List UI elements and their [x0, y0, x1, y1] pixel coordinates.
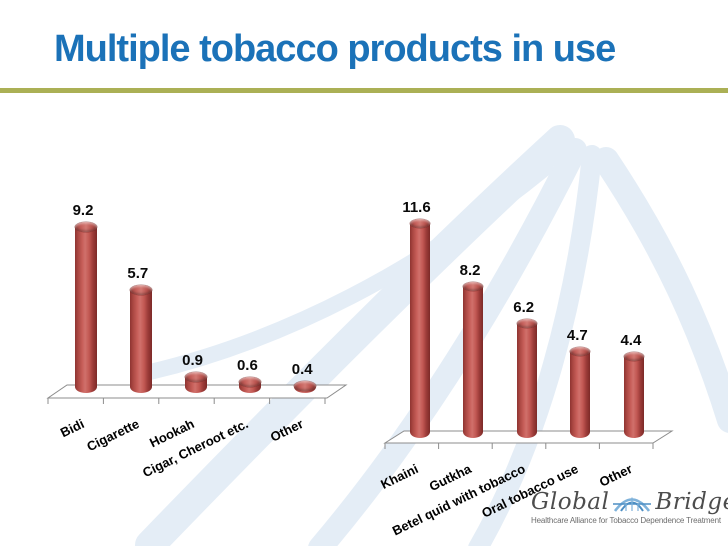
bar-cylinder: [239, 377, 262, 393]
bar-cylinder-cap: [184, 371, 207, 382]
bar-cylinder-cap: [623, 352, 644, 362]
bar-cylinder-cap: [409, 218, 430, 228]
logo-brand-bridges: Bridges: [655, 489, 728, 515]
bar-value-label: 0.6: [236, 357, 258, 375]
bar-cylinder-cap: [294, 380, 317, 391]
bar-cylinder: [570, 346, 591, 438]
bar-value-label: 4.4: [620, 332, 642, 350]
bar-cylinder: [623, 352, 644, 438]
logo-brand-row: Global Bridges: [531, 489, 728, 515]
bar-cylinder-cap: [516, 318, 537, 328]
logo-tagline: Healthcare Alliance for Tobacco Dependen…: [531, 516, 721, 525]
bar-value-label: 6.2: [513, 298, 535, 316]
global-bridges-logo: Global Bridges Healthcare Alliance for T…: [531, 489, 728, 525]
bar-cylinder: [516, 318, 537, 438]
bar-cylinder: [463, 281, 484, 438]
bridge-arch-icon: [613, 497, 652, 512]
bar-value-label: 4.7: [566, 326, 588, 344]
bar-value-label: 0.9: [182, 351, 204, 369]
bar-cylinder-cap: [75, 222, 97, 233]
bar-value-label: 0.4: [291, 360, 313, 378]
title-underline-rule: [0, 88, 728, 93]
bar-value-label: 9.2: [72, 202, 94, 220]
bar-cylinder: [294, 380, 317, 393]
bar-cylinder: [184, 371, 207, 393]
bar-value-label: 8.2: [459, 261, 481, 279]
bar-value-label: 5.7: [127, 265, 149, 283]
page-title: Multiple tobacco products in use: [54, 28, 616, 70]
bar-cylinder: [409, 218, 430, 438]
bar-cylinder-cap: [570, 346, 591, 356]
bar-cylinder-cap: [463, 281, 484, 291]
logo-brand-global: Global: [531, 489, 610, 515]
bar-value-label: 11.6: [402, 198, 431, 216]
bar-cylinder: [129, 285, 152, 393]
bar-cylinder-cap: [239, 377, 262, 388]
bar-cylinder: [75, 222, 97, 393]
bar-cylinder-cap: [129, 285, 152, 296]
